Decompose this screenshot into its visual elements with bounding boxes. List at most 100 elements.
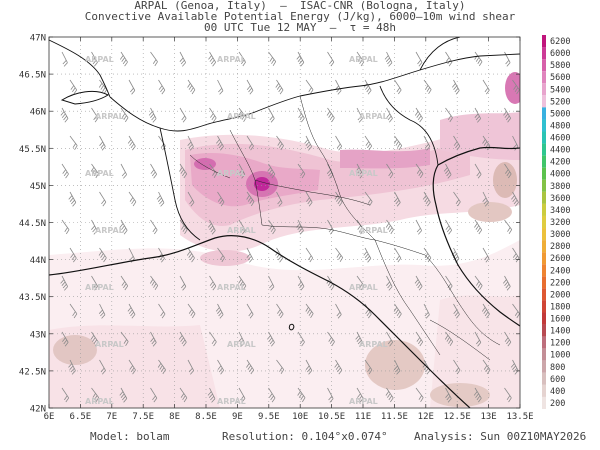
lat-label: 46.5N bbox=[19, 71, 46, 81]
colorbar-label: 600 bbox=[550, 375, 565, 385]
wind-barb bbox=[482, 359, 491, 375]
wind-barb bbox=[120, 331, 129, 347]
wind-barb bbox=[69, 303, 78, 319]
wind-barb bbox=[207, 219, 216, 235]
colorbar-label: 1800 bbox=[550, 302, 570, 312]
wind-barb bbox=[503, 107, 512, 123]
colorbar-label: 2600 bbox=[550, 254, 570, 264]
wind-barb bbox=[482, 79, 490, 95]
wind-barb bbox=[61, 331, 69, 347]
wind-barb bbox=[60, 107, 69, 123]
wind-barb bbox=[304, 135, 312, 151]
wind-barb bbox=[238, 275, 247, 291]
watermark-text: ARPAL bbox=[227, 112, 256, 121]
lon-label: 12E bbox=[418, 412, 434, 422]
wind-barb bbox=[246, 303, 254, 319]
wind-barb bbox=[156, 191, 165, 207]
wind-barb bbox=[512, 79, 520, 95]
wind-barb bbox=[335, 247, 344, 263]
lon-label: 9E bbox=[232, 412, 243, 422]
wind-barb bbox=[119, 219, 128, 235]
colorbar-swatch bbox=[542, 71, 546, 84]
wind-barb bbox=[482, 191, 489, 207]
wind-barb bbox=[414, 275, 423, 291]
wind-barb bbox=[386, 275, 393, 291]
wind-barb bbox=[208, 51, 217, 67]
wind-barb bbox=[209, 107, 217, 123]
wind-barb bbox=[414, 107, 423, 123]
wind-barb bbox=[267, 331, 275, 347]
lon-label: 11E bbox=[355, 412, 371, 422]
colorbar-swatch bbox=[542, 384, 546, 397]
colorbar-label: 2400 bbox=[550, 266, 570, 276]
wind-barb bbox=[69, 135, 78, 151]
wind-shear-barbs bbox=[60, 51, 520, 403]
wind-barb bbox=[98, 303, 106, 319]
watermark-text: ARPAL bbox=[359, 112, 388, 121]
wind-barb bbox=[150, 163, 158, 179]
watermark-text: ARPAL bbox=[359, 340, 388, 349]
wind-barb bbox=[482, 247, 490, 263]
analysis-label: Analysis: Sun 00Z10MAY2026 bbox=[414, 430, 587, 443]
wind-barb bbox=[415, 51, 423, 67]
wind-barb bbox=[305, 303, 314, 319]
wind-barb bbox=[207, 387, 216, 403]
wind-barb bbox=[504, 331, 512, 347]
wind-barb bbox=[238, 51, 247, 67]
wind-barb bbox=[423, 79, 432, 95]
wind-barb bbox=[356, 51, 365, 67]
wind-barb bbox=[179, 219, 188, 235]
wind-barb bbox=[60, 275, 68, 291]
wind-barb bbox=[386, 163, 394, 179]
axis-ticks bbox=[48, 36, 521, 409]
wind-barb bbox=[217, 191, 225, 207]
watermark-text: ARPAL bbox=[95, 226, 124, 235]
wind-barb bbox=[297, 163, 306, 179]
lon-label: 10.5E bbox=[318, 412, 345, 422]
colorbar-swatch bbox=[542, 83, 546, 96]
wind-barb bbox=[246, 191, 255, 207]
chart-title: ARPAL (Genoa, Italy) — ISAC-CNR (Bologna… bbox=[134, 0, 466, 12]
colorbar-label: 4000 bbox=[550, 170, 570, 180]
wind-barb bbox=[217, 79, 224, 95]
wind-barb bbox=[453, 191, 461, 207]
wind-barb bbox=[187, 79, 196, 95]
colorbar-swatch bbox=[542, 59, 546, 72]
lat-label: 42.5N bbox=[19, 367, 46, 377]
colorbar-label: 5400 bbox=[550, 85, 570, 95]
wind-barb bbox=[150, 331, 157, 347]
colorbar-swatch bbox=[542, 203, 546, 216]
wind-barb bbox=[511, 191, 519, 207]
colorbar-label: 3400 bbox=[550, 206, 570, 216]
colorbar-swatch bbox=[542, 252, 546, 265]
wind-barb bbox=[415, 331, 424, 347]
wind-barb bbox=[276, 135, 284, 151]
wind-barb bbox=[61, 219, 70, 235]
wind-barb bbox=[355, 331, 363, 347]
wind-barb bbox=[415, 219, 422, 235]
lat-label: 45.5N bbox=[19, 145, 46, 155]
watermark-text: ARPAL bbox=[359, 226, 388, 235]
wind-barb bbox=[268, 387, 276, 403]
colorbar-swatch bbox=[542, 348, 546, 361]
wind-barb bbox=[393, 135, 403, 151]
wind-barb bbox=[445, 387, 452, 403]
wind-barb bbox=[238, 387, 246, 403]
wind-barb bbox=[128, 79, 136, 95]
lat-label: 45N bbox=[30, 182, 46, 192]
wind-barb bbox=[504, 51, 511, 67]
wind-barb bbox=[127, 135, 136, 151]
colorbar-label: 2800 bbox=[550, 242, 570, 252]
wind-barb bbox=[453, 303, 460, 319]
wind-barb bbox=[209, 275, 217, 291]
wind-barb bbox=[453, 359, 461, 375]
wind-barb bbox=[423, 303, 430, 319]
wind-barb bbox=[179, 275, 187, 291]
colorbar-swatch bbox=[542, 324, 546, 337]
wind-barb bbox=[453, 135, 461, 151]
watermark-text: ARPAL bbox=[349, 169, 378, 178]
wind-barb bbox=[150, 51, 158, 67]
wind-barb bbox=[385, 219, 394, 235]
wind-barb bbox=[445, 219, 453, 235]
colorbar-label: 2000 bbox=[550, 290, 570, 300]
